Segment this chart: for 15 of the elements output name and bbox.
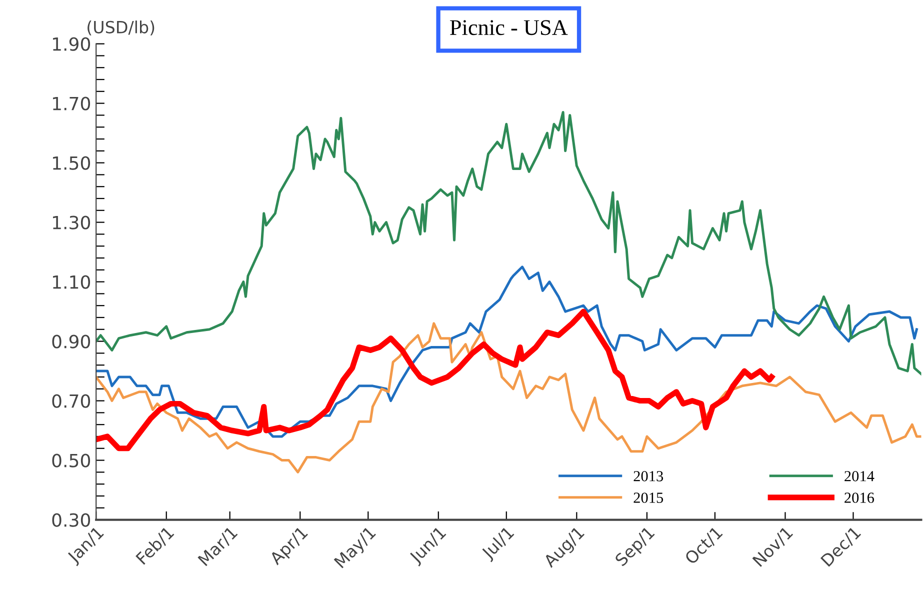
y-tick-label: 0.70: [52, 394, 90, 408]
y-tick-label: 1.50: [53, 156, 90, 170]
y-tick-label: 1.70: [53, 96, 90, 110]
y-tick-label: 1.90: [53, 37, 90, 51]
y-tick-label: 0.30: [52, 513, 90, 527]
chart-title: Picnic - USA: [450, 20, 568, 36]
y-tick-label: 0.50: [52, 454, 90, 468]
y-tick-label: 0.90: [52, 334, 90, 348]
legend-label: 2013: [634, 471, 664, 482]
legend-label: 2014: [844, 471, 874, 482]
y-axis-title: (USD/lb): [88, 20, 154, 36]
legend-label: 2015: [634, 492, 664, 503]
y-tick-label: 1.10: [53, 275, 90, 289]
y-tick-label: 1.30: [53, 216, 90, 230]
legend-label: 2016: [844, 492, 874, 503]
